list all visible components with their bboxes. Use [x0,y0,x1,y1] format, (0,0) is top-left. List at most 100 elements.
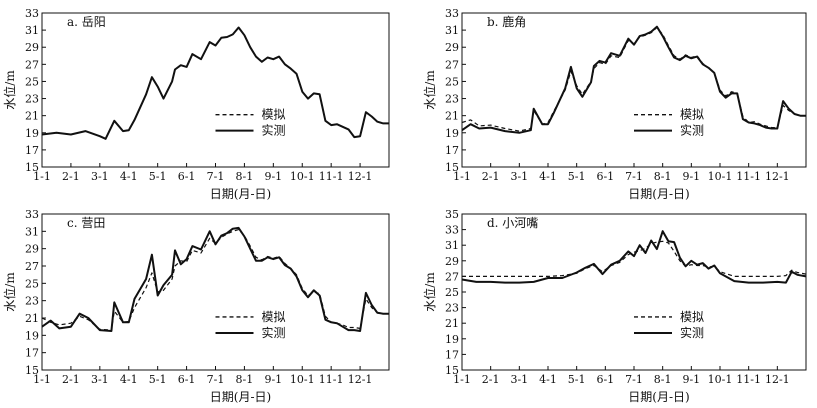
y-axis-label: 水位/m [2,70,17,110]
y-tick-label: 25 [25,75,39,88]
x-tick-label: 8-1 [654,373,672,386]
y-tick-label: 27 [445,270,459,283]
y-tick-label: 23 [445,93,459,106]
series-line-实测 [461,25,806,134]
x-tick-label: 7-1 [625,170,643,183]
legend-label: 模拟 [680,310,704,324]
x-tick-label: 12-1 [765,170,790,183]
x-tick-label: 6-1 [178,373,196,386]
y-tick-label: 19 [25,329,39,342]
x-tick-label: 1-1 [453,373,471,386]
x-tick-label: 9-1 [264,373,282,386]
y-tick-label: 25 [445,75,459,88]
series-line-实测 [41,226,389,332]
y-tick-label: 31 [25,24,39,37]
series-line-实测 [41,26,389,140]
x-tick-label: 1-1 [33,373,51,386]
x-tick-label: 3-1 [91,373,109,386]
legend-label: 模拟 [262,310,286,324]
x-tick-label: 7-1 [625,373,643,386]
y-tick-label: 23 [25,295,39,308]
x-tick-label: 1-1 [33,170,51,183]
x-tick-label: 3-1 [510,373,528,386]
x-tick-label: 5-1 [149,170,167,183]
y-tick-label: 15 [25,364,39,377]
y-tick-label: 17 [25,144,39,157]
x-tick-label: 8-1 [236,373,254,386]
y-tick-label: 29 [25,41,39,54]
y-tick-label: 27 [25,58,39,71]
x-tick-label: 12-1 [348,170,373,183]
chart-panel-3: 15 17 19 21 23 25 27 29 31 33 35 1-1 2-1 3-1 4-1 5-1 6-1… [422,208,807,404]
plot-frame [41,12,390,168]
x-tick-label: 7-1 [207,373,225,386]
series-line-模拟 [462,240,807,277]
y-tick-label: 19 [25,127,39,140]
plot-frame [461,213,807,371]
y-tick-label: 27 [25,260,39,273]
series-line-实测 [461,230,807,284]
y-tick-label: 23 [25,93,39,106]
y-tick-label: 17 [25,347,39,360]
plot-frame [41,213,390,371]
y-tick-label: 31 [445,24,459,37]
x-tick-label: 9-1 [682,170,700,183]
panel-label: c. 营田 [67,216,105,230]
y-tick-label: 21 [25,312,39,325]
y-tick-label: 29 [445,255,459,268]
y-tick-label: 29 [25,243,39,256]
x-tick-label: 5-1 [149,373,167,386]
plot-frame [461,12,807,168]
x-tick-label: 3-1 [91,170,109,183]
y-axis-label: 水位/m [2,272,17,312]
y-tick-label: 21 [445,110,459,123]
x-axis-label: 日期(月-日) [628,390,689,404]
x-tick-label: 11-1 [736,170,761,183]
x-tick-label: 4-1 [120,170,138,183]
x-tick-label: 2-1 [62,373,80,386]
x-tick-label: 8-1 [236,170,254,183]
y-tick-label: 35 [445,208,459,221]
y-tick-label: 27 [445,58,459,71]
x-tick-label: 6-1 [178,170,196,183]
y-tick-label: 17 [445,348,459,361]
legend-label: 实测 [680,123,704,138]
y-tick-label: 29 [445,41,459,54]
x-tick-label: 2-1 [62,170,80,183]
y-tick-label: 33 [25,208,39,221]
x-tick-label: 10-1 [708,373,733,386]
panel-label: a. 岳阳 [67,15,106,29]
x-tick-label: 2-1 [482,373,500,386]
x-axis-label: 日期(月-日) [210,187,271,201]
y-axis-label: 水位/m [422,70,437,110]
x-tick-label: 9-1 [264,170,282,183]
x-tick-label: 4-1 [539,373,557,386]
y-tick-label: 33 [445,7,459,20]
legend-label: 模拟 [262,108,286,122]
x-tick-label: 8-1 [654,170,672,183]
y-tick-label: 19 [445,127,459,140]
y-tick-label: 25 [445,286,459,299]
x-tick-label: 12-1 [765,373,790,386]
y-tick-label: 15 [25,161,39,174]
x-axis-label: 日期(月-日) [628,187,689,201]
x-axis-label: 日期(月-日) [210,390,271,404]
legend-label: 实测 [262,123,286,138]
x-tick-label: 7-1 [207,170,225,183]
y-tick-label: 23 [445,302,459,315]
x-tick-label: 3-1 [510,170,528,183]
chart-panel-1: 15 17 19 21 23 25 27 29 31 33 1-1 2-1 3-1 4-1 5-1 6-1 7-… [422,7,807,201]
x-tick-label: 6-1 [596,170,614,183]
chart-panel-2: 15 17 19 21 23 25 27 29 31 33 1-1 2-1 3-1 4-1 5-1 6-1 7-… [2,208,390,404]
y-tick-label: 17 [445,144,459,157]
y-tick-label: 31 [25,225,39,238]
x-tick-label: 2-1 [482,170,500,183]
x-tick-label: 1-1 [453,170,471,183]
y-tick-label: 33 [25,7,39,20]
x-tick-label: 4-1 [539,170,557,183]
legend-label: 实测 [262,325,286,340]
panel-label: b. 鹿角 [487,14,526,29]
y-tick-label: 15 [445,161,459,174]
chart-panel-0: 15 17 19 21 23 25 27 29 31 33 1-1 2-1 3-1 4-1 5-1 6-1 7-… [2,7,390,201]
